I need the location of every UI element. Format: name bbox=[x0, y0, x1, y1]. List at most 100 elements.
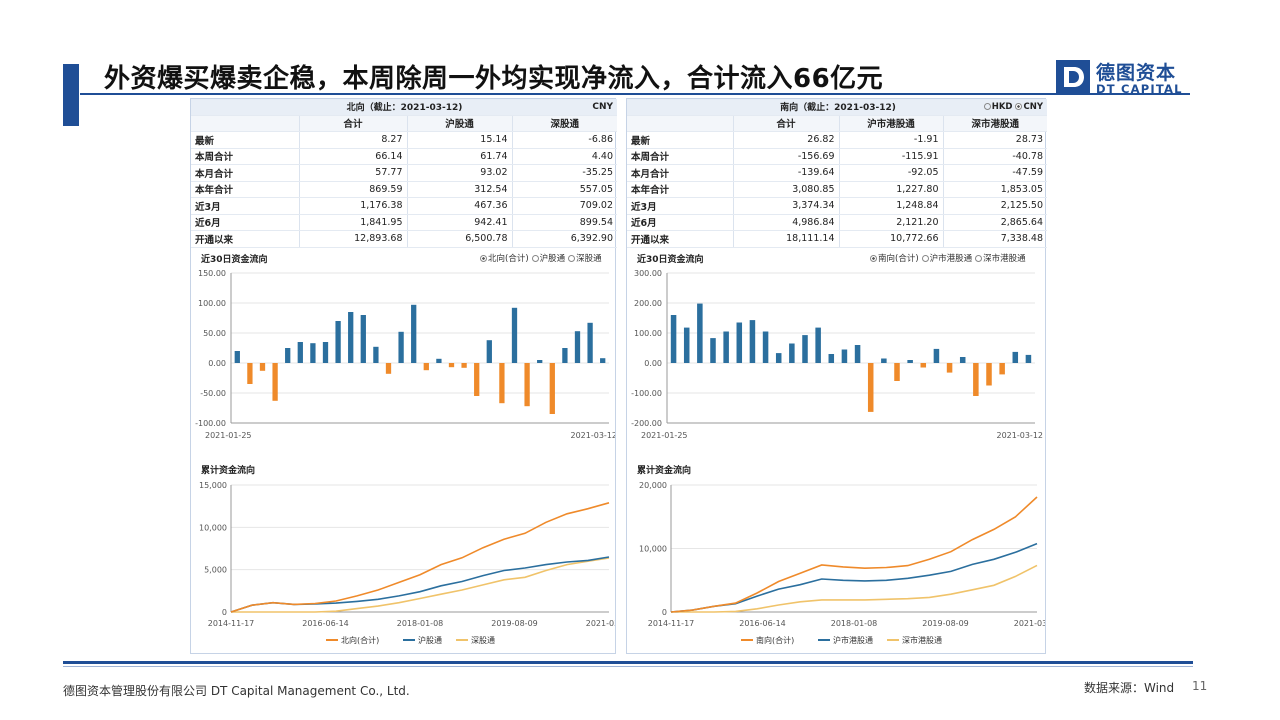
cell-sh: -92.05 bbox=[839, 164, 944, 182]
page-title: 外资爆买爆卖企稳，本周除周一外均实现净流入，合计流入66亿元 bbox=[104, 64, 884, 94]
y-tick-label: 15,000 bbox=[199, 481, 227, 490]
row-label: 最新 bbox=[627, 131, 734, 149]
column-header: 合计 bbox=[299, 115, 408, 132]
table-row: 本月合计 -139.64 -92.05 -47.59 bbox=[627, 164, 1047, 182]
cell-total: 8.27 bbox=[299, 131, 408, 149]
x-tick-label: 2021-03-11 bbox=[1014, 619, 1045, 628]
flow-bar bbox=[670, 315, 677, 363]
southbound-panel: 南向（截止：2021-03-12) HKD CNY 合计 沪市港股通 深市港股通 … bbox=[626, 98, 1047, 654]
flow-bar bbox=[1012, 351, 1019, 363]
row-label: 本周合计 bbox=[627, 148, 734, 165]
page-number: 11 bbox=[1192, 679, 1208, 693]
cell-sh: 467.36 bbox=[407, 197, 513, 215]
flow-bar bbox=[841, 349, 848, 363]
cell-total: 3,080.85 bbox=[733, 181, 840, 198]
flow-bar bbox=[499, 363, 505, 404]
legend-label: 沪市港股通 bbox=[833, 635, 873, 645]
y-tick-label: 150.00 bbox=[198, 269, 226, 278]
radio-icon[interactable] bbox=[568, 255, 576, 262]
flow-bar bbox=[448, 363, 455, 368]
y-tick-label: 100.00 bbox=[634, 329, 662, 338]
flow-bar bbox=[775, 353, 782, 363]
radio-label[interactable]: 深市港股通 bbox=[983, 254, 1026, 264]
x-tick-label: 2016-06-14 bbox=[302, 619, 349, 628]
flow-bar bbox=[973, 363, 979, 396]
row-label: 开通以来 bbox=[191, 230, 300, 248]
flow-bar bbox=[999, 363, 1005, 375]
column-header: 合计 bbox=[733, 115, 840, 132]
table-row: 开通以来 18,111.14 10,772.66 7,338.48 bbox=[627, 230, 1047, 248]
radio-label[interactable]: 北向(合计) bbox=[488, 254, 529, 264]
cell-sh: 312.54 bbox=[407, 181, 513, 198]
southbound-stats-table: 南向（截止：2021-03-12) HKD CNY 合计 沪市港股通 深市港股通 … bbox=[627, 99, 1047, 248]
radio-icon[interactable] bbox=[921, 255, 929, 262]
flow-bar bbox=[398, 331, 404, 363]
radio-selected-icon[interactable] bbox=[480, 255, 487, 262]
x-tick-label: 2018-01-08 bbox=[397, 619, 444, 628]
table-row: 本年合计 869.59 312.54 557.05 bbox=[191, 181, 617, 198]
radio-label[interactable]: 南向(合计) bbox=[878, 254, 919, 264]
table-row: 近6月 4,986.84 2,121.20 2,865.64 bbox=[627, 214, 1047, 231]
radio-icon[interactable] bbox=[983, 102, 991, 110]
flow-bar bbox=[986, 363, 992, 386]
radio-label[interactable]: 沪股通 bbox=[539, 254, 566, 264]
radio-selected-icon[interactable] bbox=[1015, 102, 1023, 110]
table-row: 近3月 3,374.34 1,248.84 2,125.50 bbox=[627, 197, 1047, 215]
north-flow-options: 北向(合计) 沪股通 深股通 bbox=[477, 252, 602, 264]
flow-bar bbox=[683, 327, 690, 363]
flow-bar bbox=[749, 320, 756, 363]
flow-bar bbox=[574, 331, 581, 363]
y-tick-label: 100.00 bbox=[198, 299, 226, 308]
table-row: 开通以来 12,893.68 6,500.78 6,392.90 bbox=[191, 230, 617, 248]
flow-bar bbox=[360, 315, 366, 363]
currency-label: CNY bbox=[512, 99, 617, 116]
flow-bar bbox=[511, 307, 518, 363]
radio-icon[interactable] bbox=[975, 255, 983, 262]
flow-bar bbox=[710, 338, 716, 363]
radio-label[interactable]: CNY bbox=[1023, 101, 1043, 112]
x-tick-label: 2021-01-25 bbox=[205, 431, 252, 440]
flow-bar bbox=[474, 363, 480, 396]
flow-bar bbox=[959, 357, 966, 363]
currency-switch: HKD CNY bbox=[943, 99, 1047, 116]
northbound-stats-table: 北向（截止：2021-03-12) CNY 合计 沪股通 深股通 最新 8.27 1… bbox=[191, 99, 617, 248]
logo-d-icon bbox=[1056, 60, 1090, 94]
flow-bar bbox=[867, 363, 874, 412]
cell-sz: 6,392.90 bbox=[512, 230, 617, 248]
column-header: 沪市港股通 bbox=[839, 115, 944, 132]
cell-total: 18,111.14 bbox=[733, 230, 840, 248]
row-label: 本年合计 bbox=[191, 181, 300, 198]
row-label: 本月合计 bbox=[191, 164, 300, 182]
table-row: 最新 26.82 -1.91 28.73 bbox=[627, 131, 1047, 149]
cell-total: 869.59 bbox=[299, 181, 408, 198]
cell-sh: 6,500.78 bbox=[407, 230, 513, 248]
row-label: 近6月 bbox=[191, 214, 300, 231]
y-tick-label: 200.00 bbox=[634, 299, 662, 308]
radio-label[interactable]: 深股通 bbox=[576, 254, 602, 264]
flow-bar bbox=[436, 358, 442, 363]
radio-label[interactable]: 沪市港股通 bbox=[929, 254, 973, 264]
x-tick-label: 2021-03-12 bbox=[997, 431, 1044, 440]
y-tick-label: 10,000 bbox=[639, 545, 667, 554]
logo-text-en: DT CAPITAL bbox=[1096, 82, 1183, 96]
cell-total: 26.82 bbox=[733, 131, 840, 149]
y-tick-label: 10,000 bbox=[199, 523, 227, 532]
cell-sz: 28.73 bbox=[943, 131, 1047, 149]
northbound-panel: 北向（截止：2021-03-12) CNY 合计 沪股通 深股通 最新 8.27 1… bbox=[190, 98, 617, 654]
radio-icon[interactable] bbox=[531, 255, 539, 262]
flow-bar bbox=[272, 363, 278, 401]
cell-sh: -1.91 bbox=[839, 131, 944, 149]
y-tick-label: 0 bbox=[662, 608, 667, 617]
cell-sh: 15.14 bbox=[407, 131, 513, 149]
cell-sz: 557.05 bbox=[512, 181, 617, 198]
radio-selected-icon[interactable] bbox=[870, 255, 877, 262]
y-tick-label: 20,000 bbox=[639, 481, 667, 490]
cell-sh: 1,227.80 bbox=[839, 181, 944, 198]
radio-label[interactable]: HKD bbox=[991, 101, 1013, 112]
flow-bar bbox=[310, 343, 316, 363]
y-tick-label: -200.00 bbox=[631, 419, 662, 428]
cell-total: 57.77 bbox=[299, 164, 408, 182]
south-flow-title: 近30日资金流向 bbox=[637, 255, 704, 265]
cell-sz: 2,865.64 bbox=[943, 214, 1047, 231]
flow-bar bbox=[815, 327, 821, 363]
